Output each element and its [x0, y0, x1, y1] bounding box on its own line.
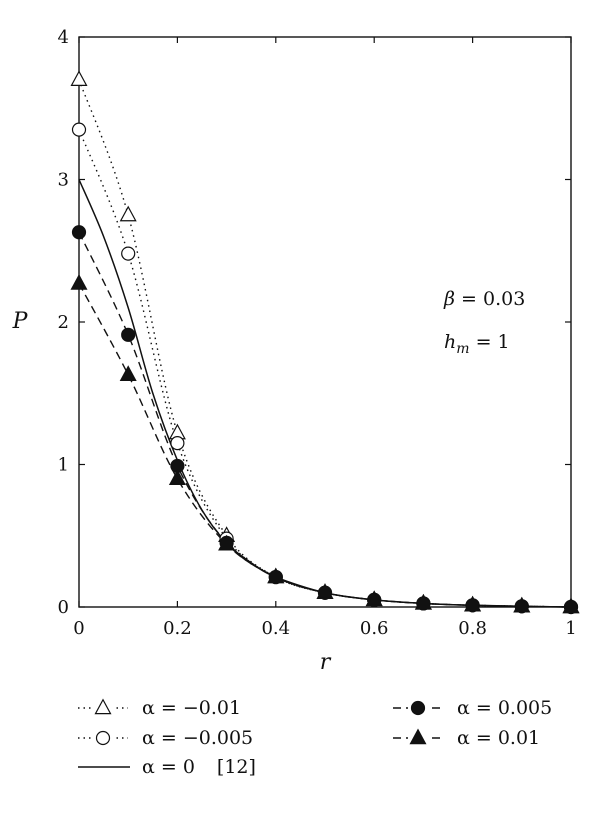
series-1-point: [170, 436, 185, 451]
y-tick-label: 2: [58, 312, 69, 333]
series-3-point: [121, 327, 136, 342]
y-tick-label: 0: [58, 597, 69, 618]
series-4-point: [464, 595, 482, 612]
legend: α = −0.01 α = −0.005 α = 0 [12] α = 0.005 α =…: [78, 697, 552, 778]
legend-marker-4: [409, 728, 427, 745]
series-4-point: [513, 596, 531, 613]
series-4-point: [119, 365, 137, 381]
legend-marker-1: [95, 730, 111, 746]
x-tick-label: 0: [73, 618, 84, 639]
legend-label-2: α = 0 [12]: [142, 756, 256, 778]
series-3-point: [71, 225, 87, 240]
series-4-point: [365, 590, 383, 607]
legend-label-4: α = 0.01: [457, 727, 540, 749]
y-tick-label: 1: [58, 455, 69, 476]
series-0-point: [119, 205, 137, 222]
x-tick-label: 1: [565, 618, 576, 639]
series-4-point: [562, 597, 580, 614]
series-4-point: [414, 593, 432, 610]
legend-marker-3: [410, 700, 426, 716]
series-4-point: [267, 567, 285, 584]
series-4-point: [218, 534, 236, 551]
series-1-point: [71, 122, 87, 137]
annotation-beta: β = 0.03: [443, 288, 525, 310]
y-tick-label: 3: [58, 170, 69, 191]
x-tick-label: 0.8: [458, 618, 487, 639]
series-4-point: [316, 583, 334, 599]
series-0-point: [70, 70, 88, 86]
series-4-point: [168, 469, 186, 485]
series-1-point: [121, 246, 136, 261]
legend-label-3: α = 0.005: [457, 697, 552, 719]
plot-frame: [78, 36, 572, 608]
legend-label-1: α = −0.005: [142, 727, 253, 749]
legend-marker-0: [94, 698, 112, 715]
x-tick-label: 0.4: [261, 618, 290, 639]
x-axis-label: r: [320, 650, 332, 675]
x-tick-label: 0.2: [163, 618, 192, 639]
series-line-1: [78, 129, 572, 608]
y-tick-label: 4: [58, 27, 69, 48]
annotation-hm: hm = 1: [444, 331, 510, 357]
series-4-point: [70, 274, 88, 290]
x-tick-label: 0.6: [360, 618, 389, 639]
series-line-2: [78, 179, 572, 608]
legend-label-0: α = −0.01: [142, 697, 241, 719]
y-axis-label: P: [12, 309, 29, 334]
